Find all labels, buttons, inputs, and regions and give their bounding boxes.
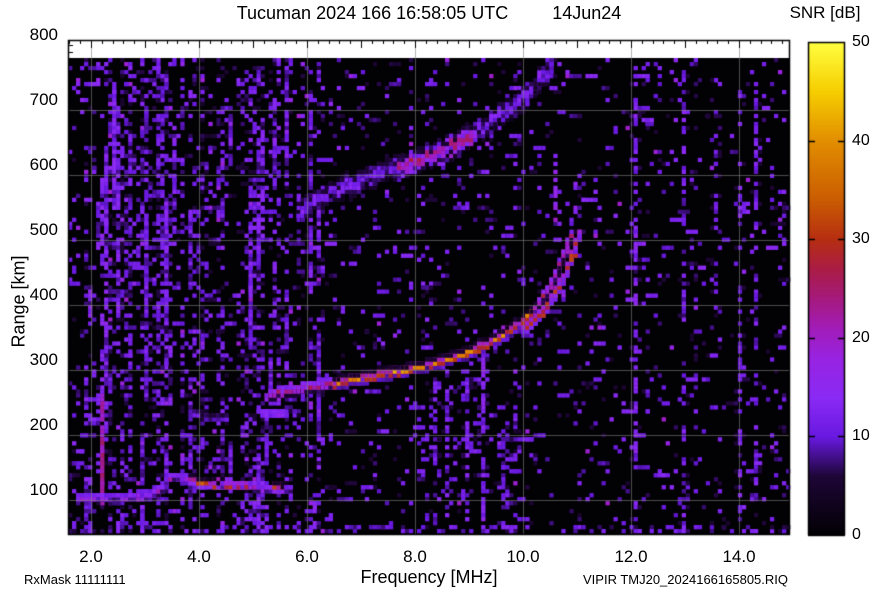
plot-title: Tucuman 2024 166 16:58:05 UTC 14Jun24 bbox=[68, 3, 790, 24]
colorbar-title: SNR [dB] bbox=[789, 3, 861, 22]
y-tick-label-600: 600 bbox=[29, 155, 58, 174]
colorbar-tick-label-30: 30 bbox=[852, 230, 870, 248]
rx-mask-label: RxMask 11111111 bbox=[24, 572, 126, 587]
y-tick-label-800: 800 bbox=[29, 25, 58, 44]
plot-title-station-time: Tucuman 2024 166 16:58:05 UTC bbox=[236, 3, 509, 23]
colorbar-tick-label-40: 40 bbox=[852, 131, 870, 149]
plot-title-date: 14Jun24 bbox=[552, 3, 622, 23]
x-tick-label-6.0: 6.0 bbox=[295, 547, 319, 566]
x-tick-label-12.0: 12.0 bbox=[614, 547, 648, 566]
y-tick-label-500: 500 bbox=[29, 220, 58, 239]
x-tick-label-4.0: 4.0 bbox=[187, 547, 211, 566]
x-axis-title: Frequency [MHz] bbox=[360, 567, 498, 587]
colorbar-tick-label-50: 50 bbox=[852, 33, 870, 50]
colorbar-tick-label-20: 20 bbox=[852, 328, 870, 346]
y-tick-label-100: 100 bbox=[29, 480, 58, 499]
x-tick-label-8.0: 8.0 bbox=[403, 547, 427, 566]
y-tick-label-300: 300 bbox=[29, 350, 58, 369]
x-tick-label-2.0: 2.0 bbox=[79, 547, 103, 566]
data-file-label: VIPIR TMJ20_2024166165805.RIQ bbox=[583, 572, 789, 587]
colorbar-tick-label-10: 10 bbox=[852, 427, 870, 445]
y-tick-label-200: 200 bbox=[29, 415, 58, 434]
colorbar-tick-label-0: 0 bbox=[852, 526, 861, 543]
y-tick-label-700: 700 bbox=[29, 90, 58, 109]
x-tick-label-14.0: 14.0 bbox=[722, 547, 756, 566]
x-tick-label-10.0: 10.0 bbox=[506, 547, 540, 566]
y-tick-label-400: 400 bbox=[29, 285, 58, 304]
